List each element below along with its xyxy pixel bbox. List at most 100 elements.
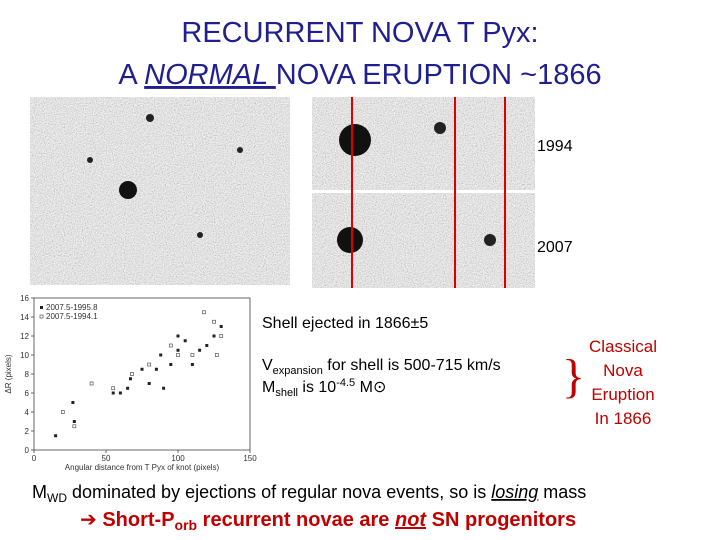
star: [484, 234, 496, 246]
x-tick-label: 100: [171, 454, 185, 463]
text: mass: [538, 482, 586, 502]
legend-marker: [40, 306, 43, 309]
point: [176, 353, 180, 357]
note-line: Classical: [589, 337, 657, 356]
image-right: 1994 2007: [312, 97, 573, 288]
point: [126, 386, 130, 390]
subscript: orb: [175, 517, 198, 533]
classical-box: Classical Nova Eruption In 1866: [589, 337, 657, 428]
legend-marker: [39, 314, 44, 319]
text: M: [32, 482, 47, 502]
point: [205, 344, 209, 347]
point: [72, 424, 77, 429]
text: is 10: [298, 379, 336, 396]
point: [219, 325, 223, 328]
y-tick-label: 4: [25, 408, 30, 417]
x-tick-label: 0: [32, 454, 37, 463]
subscript: WD: [47, 491, 67, 505]
point: [169, 363, 173, 366]
emphasis: losing: [491, 482, 538, 502]
star: [337, 227, 363, 253]
point: [202, 310, 206, 315]
point: [111, 386, 116, 391]
text: M: [262, 379, 275, 396]
x-tick-label: 150: [243, 454, 257, 463]
image-noise: [30, 97, 290, 285]
text: SN progenitors: [426, 509, 576, 531]
point: [71, 401, 75, 404]
note-line: Eruption: [591, 385, 654, 404]
y-tick-label: 16: [20, 294, 29, 303]
point: [154, 367, 158, 371]
y-tick-label: 8: [25, 370, 30, 379]
text: M⊙: [355, 379, 386, 396]
point: [54, 434, 58, 438]
point: [212, 334, 216, 338]
point: [140, 367, 144, 371]
star: [87, 157, 93, 163]
y-tick-label: 14: [20, 313, 29, 322]
text: Short-P: [97, 509, 175, 531]
legend-label: 2007.5-1994.1: [46, 312, 98, 321]
point: [183, 339, 187, 343]
image-label: 2007: [537, 239, 573, 256]
star: [237, 147, 243, 153]
note: Vexpansion for shell is 500-715 km/s: [262, 357, 501, 377]
superscript: -4.5: [336, 377, 355, 389]
x-tick-label: 50: [102, 454, 111, 463]
y-tick-label: 0: [25, 446, 30, 455]
title-line: RECURRENT NOVA T Pyx:: [181, 17, 538, 49]
x-axis-label: Angular distance from T Pyx of knot (pix…: [65, 463, 220, 472]
point: [60, 410, 65, 414]
point: [190, 353, 195, 357]
point: [212, 319, 216, 324]
star: [434, 122, 446, 134]
y-tick-label: 10: [20, 351, 29, 360]
title-text: A: [118, 59, 144, 91]
point: [190, 363, 194, 366]
emphasis: not: [395, 509, 427, 531]
point: [111, 391, 115, 395]
subscript: expansion: [273, 365, 323, 377]
text: for shell is 500-715 km/s: [323, 357, 501, 374]
y-tick-label: 2: [25, 427, 30, 436]
y-axis-label: ΔR (pixels): [4, 354, 13, 393]
image-label: 1994: [537, 138, 573, 155]
note: Shell ejected in 1866±5: [262, 315, 428, 332]
star: [119, 181, 137, 199]
point: [215, 353, 219, 357]
y-tick-label: 12: [20, 332, 29, 341]
point: [168, 343, 173, 348]
scatter-chart: Angular distance from T Pyx of knot (pix…: [4, 294, 257, 472]
note-line: In 1866: [595, 409, 652, 428]
title-emphasis: NORMAL: [144, 59, 276, 91]
point: [130, 372, 134, 376]
note-line: Nova: [603, 361, 643, 380]
point: [89, 381, 94, 386]
subscript: shell: [275, 387, 298, 399]
text: V: [262, 357, 273, 374]
legend-label: 2007.5-1995.8: [46, 303, 98, 312]
note: Mshell is 10-4.5 M⊙: [262, 377, 386, 399]
text: recurrent novae are: [197, 509, 395, 531]
point: [118, 391, 122, 395]
point: [162, 386, 166, 390]
star: [197, 232, 203, 238]
point: [176, 334, 180, 338]
point: [72, 420, 76, 423]
footer-line: ➔ Short-Porb recurrent novae are not SN …: [80, 507, 576, 533]
arrow: ➔: [80, 507, 97, 531]
brace: }: [562, 350, 585, 403]
point: [128, 377, 132, 381]
y-tick-label: 6: [25, 389, 30, 398]
text: dominated by ejections of regular nova e…: [67, 482, 491, 502]
point: [147, 362, 152, 367]
star: [339, 124, 371, 156]
point: [219, 334, 224, 338]
image-left: [30, 97, 290, 285]
point: [159, 353, 163, 357]
title-line: A NORMAL NOVA ERUPTION ~1866: [118, 59, 601, 91]
title-text: NOVA ERUPTION ~1866: [276, 59, 602, 91]
star: [146, 114, 154, 122]
